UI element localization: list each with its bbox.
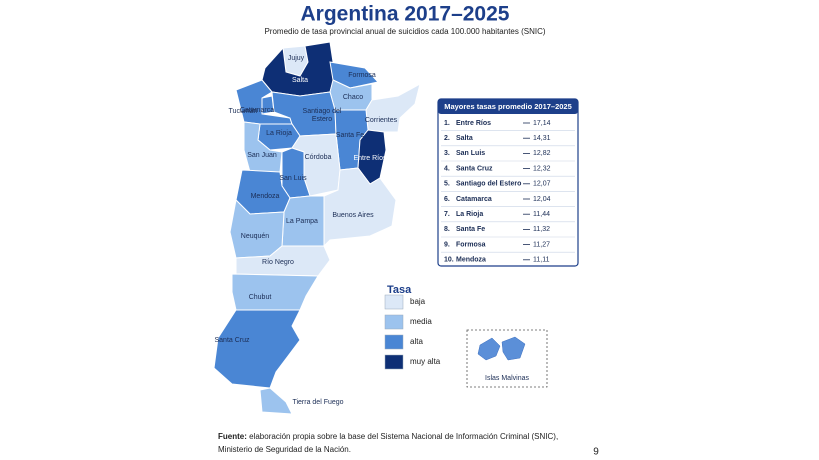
province	[231, 273, 319, 311]
legend-swatch	[384, 354, 404, 370]
legend-label: muy alta	[410, 357, 441, 366]
legend-swatch	[384, 294, 404, 310]
province-label: Santa Cruz	[214, 337, 250, 344]
rank-value: 11,27	[533, 241, 550, 248]
province	[259, 387, 293, 415]
legend-swatch	[384, 334, 404, 350]
rank-number: 1.	[444, 120, 450, 127]
rank-province: Formosa	[456, 241, 486, 248]
province-label: Tierra del Fuego	[292, 399, 343, 406]
rank-number: 3.	[444, 150, 450, 157]
province-label: Río Negro	[262, 259, 294, 266]
province	[323, 167, 397, 248]
footer-text: elaboración propia sobre la base del Sis…	[249, 432, 558, 441]
rank-value: 12,07	[533, 181, 551, 188]
province-label: La Rioja	[266, 130, 292, 137]
province-label: Chubut	[249, 294, 272, 301]
malvinas-label: Islas Malvinas	[485, 375, 529, 382]
province-label: Formosa	[348, 72, 376, 79]
legend: baja media alta muy alta	[384, 294, 441, 370]
rank-value: 11,32	[533, 226, 550, 233]
subtitle: Promedio de tasa provincial anual de sui…	[264, 27, 545, 36]
title: Argentina 2017–2025	[301, 3, 510, 26]
province	[213, 309, 301, 389]
province-label: Mendoza	[251, 193, 280, 200]
province-label: San Luis	[279, 175, 307, 182]
ranking-header	[438, 99, 578, 114]
legend-title: Tasa	[387, 284, 412, 296]
rank-province: Santiago del Estero	[456, 181, 521, 188]
rank-province: Entre Ríos	[456, 120, 491, 127]
province-label: Neuquén	[241, 233, 270, 240]
rank-province: San Luis	[456, 150, 485, 157]
province-label: Corrientes	[365, 117, 398, 124]
rank-province: Salta	[456, 135, 473, 142]
legend-label: alta	[410, 337, 423, 346]
rank-number: 7.	[444, 211, 450, 218]
legend-label: baja	[410, 297, 426, 306]
province-label: Santiago del Estero	[303, 108, 342, 123]
rank-value: 12,04	[533, 196, 551, 203]
legend-label: media	[410, 317, 432, 326]
rank-value: 12,82	[533, 150, 551, 157]
rank-province: Santa Fe	[456, 226, 485, 233]
rank-value: 17,14	[533, 120, 551, 127]
province	[365, 83, 421, 133]
rank-value: 11,44	[533, 211, 550, 218]
province-label: Salta	[292, 77, 308, 84]
province-label: Tucumán	[229, 108, 258, 115]
rank-number: 2.	[444, 135, 450, 142]
rank-number: 5.	[444, 181, 450, 188]
footer-text2: Ministerio de Seguridad de la Nación.	[218, 445, 351, 454]
rank-number: 10.	[444, 257, 454, 264]
page-number: 9	[593, 447, 599, 458]
province-label: Buenos Aires	[332, 212, 374, 219]
ranking-title: Mayores tasas promedio 2017–2025	[444, 102, 572, 111]
province-label: Chaco	[343, 94, 363, 101]
province-label: Córdoba	[305, 154, 332, 161]
rank-province: Catamarca	[456, 196, 492, 203]
rank-value: 11,11	[533, 257, 550, 264]
province-label: Jujuy	[288, 55, 305, 62]
rank-number: 4.	[444, 165, 450, 172]
legend-swatch	[384, 314, 404, 330]
footer-line: Fuente: elaboración propia sobre la base…	[218, 432, 558, 441]
province-label: Santa Fe	[336, 132, 365, 139]
malvinas-box	[466, 329, 548, 388]
ranking-rows: 1. Entre Ríos 17,14 2. Salta 14,31 3. San Luis 1…	[441, 120, 575, 264]
rank-value: 12,32	[533, 165, 551, 172]
province-label-line: Estero	[312, 116, 332, 123]
rank-province: Santa Cruz	[456, 165, 493, 172]
map-labels: JujuySaltaFormosaChacoCorrientesTucumánC…	[214, 55, 397, 406]
rank-province: Mendoza	[456, 257, 486, 264]
province-label: La Pampa	[286, 218, 318, 225]
rank-province: La Rioja	[456, 211, 483, 218]
rank-number: 6.	[444, 196, 450, 203]
rank-number: 8.	[444, 226, 450, 233]
malvinas-shape	[477, 336, 526, 361]
rank-value: 14,31	[533, 135, 551, 142]
map	[213, 41, 421, 415]
province-label: Catamarca	[240, 107, 274, 114]
province-label: Entre Ríos	[353, 155, 387, 162]
rank-number: 9.	[444, 241, 450, 248]
province-label-line: Santiago del	[303, 108, 342, 115]
footer-label: Fuente:	[218, 432, 247, 441]
province-label: San Juan	[247, 152, 277, 159]
